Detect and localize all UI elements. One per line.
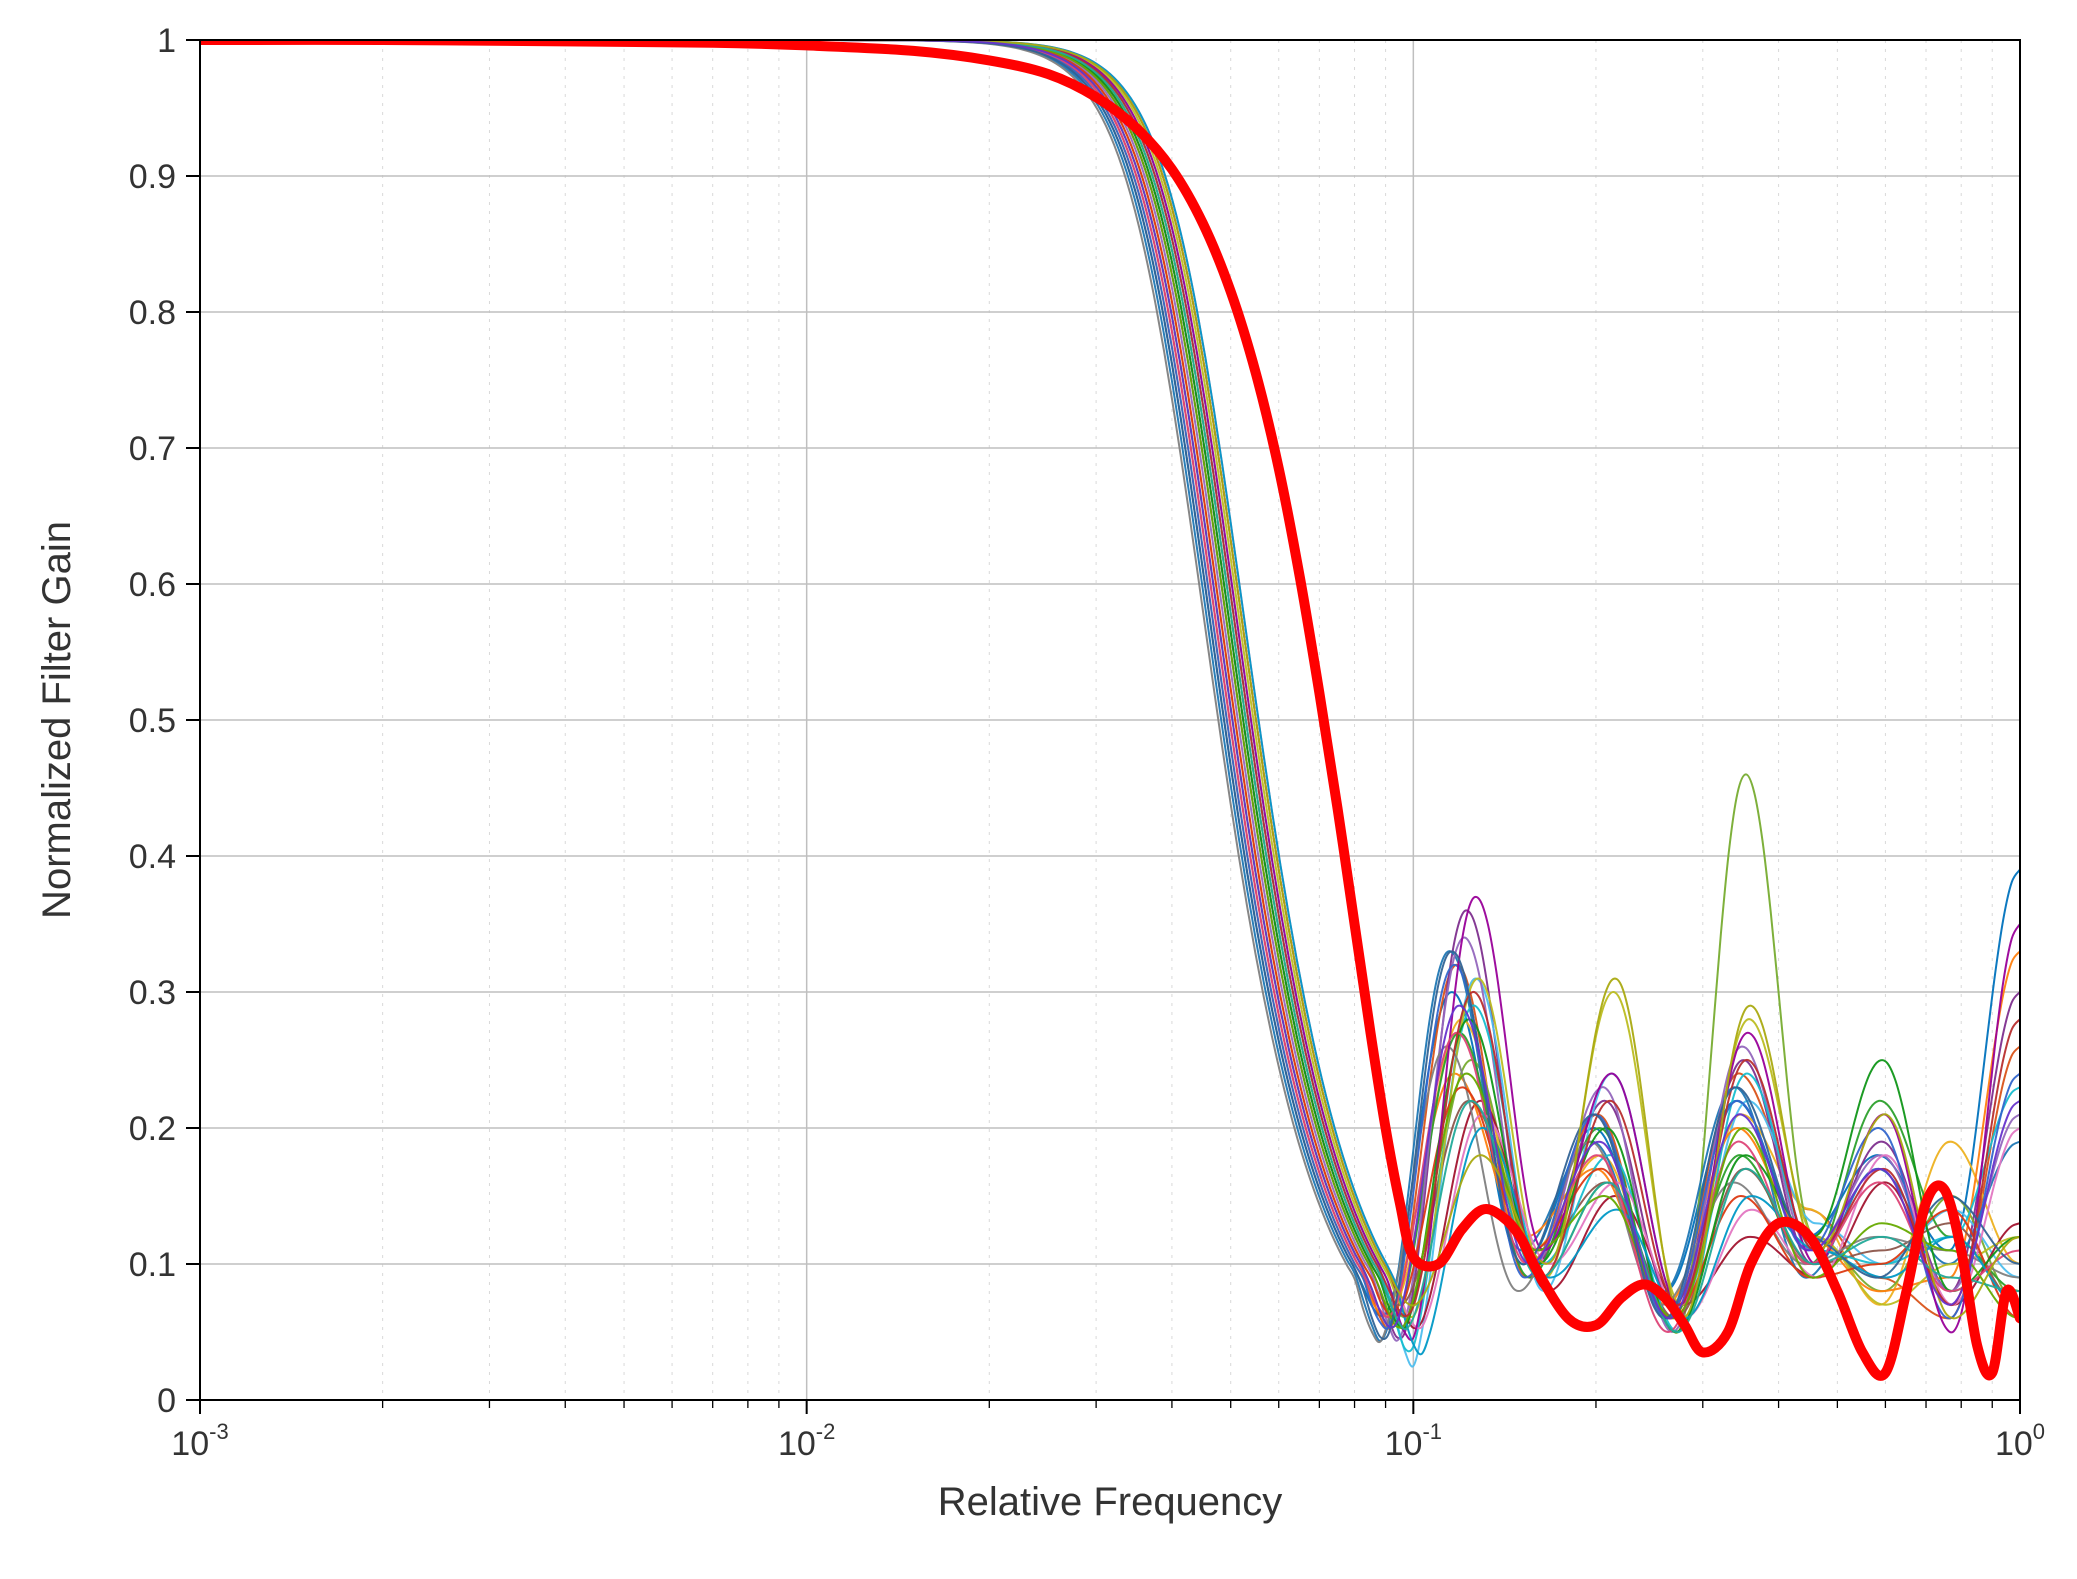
svg-text:0.9: 0.9	[129, 158, 176, 196]
svg-text:1: 1	[157, 22, 176, 60]
x-axis-label: Relative Frequency	[938, 1480, 1283, 1524]
svg-text:0.4: 0.4	[129, 838, 176, 876]
svg-text:0: 0	[157, 1382, 176, 1420]
svg-text:0.5: 0.5	[129, 702, 176, 740]
svg-text:0.1: 0.1	[129, 1246, 176, 1284]
svg-text:0.7: 0.7	[129, 430, 176, 468]
filter-gain-chart: 10-310-210-110000.10.20.30.40.50.60.70.8…	[0, 0, 2077, 1579]
svg-text:0.3: 0.3	[129, 974, 176, 1012]
svg-text:0.8: 0.8	[129, 294, 176, 332]
svg-text:0.6: 0.6	[129, 566, 176, 604]
svg-text:0.2: 0.2	[129, 1110, 176, 1148]
chart-svg: 10-310-210-110000.10.20.30.40.50.60.70.8…	[0, 0, 2077, 1579]
y-axis-label: Normalized Filter Gain	[35, 521, 79, 919]
